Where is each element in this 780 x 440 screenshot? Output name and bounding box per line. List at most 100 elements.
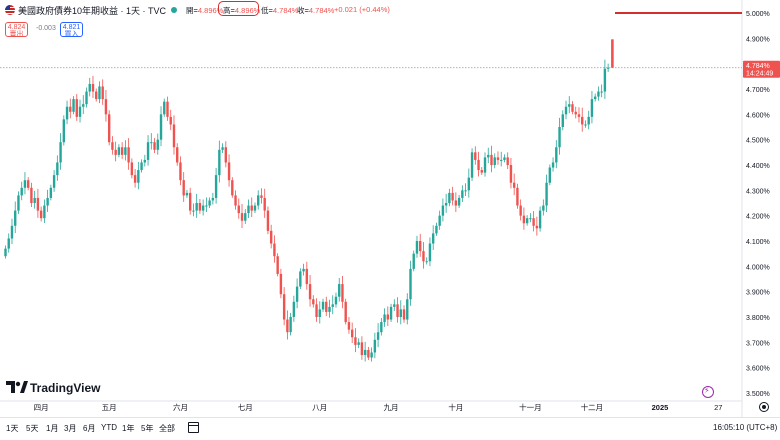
candle-body	[509, 165, 513, 183]
candle-body	[360, 342, 364, 355]
candle-body	[370, 352, 373, 358]
candle-body	[506, 157, 509, 165]
range-1d-button[interactable]: 1天	[6, 424, 19, 433]
range-1y-button[interactable]: 1年	[122, 424, 135, 433]
candle-body	[56, 162, 59, 176]
candle-body	[444, 203, 448, 206]
ohlc-open: 開=4.896%	[186, 6, 224, 15]
candle-body	[163, 101, 166, 115]
candle-body	[88, 83, 91, 92]
candle-body	[593, 96, 597, 100]
sell-button[interactable]: 4.824 賣出	[5, 22, 28, 38]
x-tick-label: 27	[714, 403, 722, 412]
candle-body	[331, 304, 334, 307]
candle-body	[496, 157, 500, 160]
axis-settings-icon[interactable]	[759, 402, 769, 412]
ohlc-low: 低=4.784%	[261, 6, 299, 15]
candle-body	[302, 268, 305, 272]
candle-body	[584, 124, 587, 126]
range-3m-button[interactable]: 3月	[64, 424, 77, 433]
candle-body	[581, 116, 584, 125]
candle-body	[257, 195, 260, 206]
last-price-tag	[743, 60, 780, 78]
y-tick-label: 4.300%	[746, 188, 770, 195]
candle-body	[10, 225, 14, 239]
candle-body	[606, 67, 610, 69]
candle-body	[535, 225, 539, 229]
x-tick-label: 十月	[448, 402, 463, 412]
candle-body	[363, 349, 367, 355]
candle-body	[341, 284, 344, 302]
candle-body	[448, 192, 451, 203]
y-tick-label: 4.900%	[746, 36, 770, 43]
range-1m-button[interactable]: 1月	[46, 424, 59, 433]
candle-body	[422, 251, 425, 262]
candle-body	[26, 180, 30, 188]
candle-body	[85, 91, 88, 105]
candle-body	[490, 154, 493, 165]
candle-body	[529, 218, 532, 220]
candle-body	[522, 215, 526, 224]
candle-body	[234, 195, 237, 206]
candle-body	[350, 329, 354, 338]
candle-body	[500, 159, 503, 161]
candle-body	[117, 147, 121, 155]
candle-body	[23, 180, 27, 188]
candle-body	[577, 114, 581, 117]
candle-body	[127, 147, 130, 163]
x-tick-label: 十二月	[581, 402, 604, 412]
candle-body	[20, 187, 23, 196]
candle-body	[338, 284, 341, 297]
tradingview-logo-icon	[6, 381, 28, 393]
candle-body	[46, 197, 49, 206]
candle-body	[69, 106, 72, 112]
candle-body	[159, 114, 163, 140]
candle-body	[542, 205, 545, 211]
range-5d-button[interactable]: 5天	[26, 424, 39, 433]
candle-body	[179, 162, 182, 181]
candle-body	[454, 200, 458, 206]
candle-body	[438, 215, 441, 226]
candle-body	[396, 304, 399, 317]
candle-body	[224, 147, 228, 163]
y-tick-label: 4.400%	[746, 163, 770, 170]
price-chart[interactable]: 5.000%4.900%4.800%4.700%4.600%4.500%4.40…	[0, 0, 780, 417]
candle-body	[253, 205, 257, 211]
calendar-icon[interactable]	[188, 422, 199, 433]
candle-body	[435, 225, 438, 234]
candle-body	[545, 182, 548, 206]
candle-body	[344, 301, 347, 323]
y-tick-label: 3.500%	[746, 391, 770, 398]
range-ytd-button[interactable]: YTD	[101, 423, 117, 432]
candle-body	[551, 162, 555, 168]
range-5y-button[interactable]: 5年	[141, 424, 154, 433]
range-6m-button[interactable]: 6月	[83, 424, 96, 433]
candle-body	[33, 197, 36, 203]
symbol-title[interactable]: 美國政府債券10年期收益 · 1天 · TVC	[18, 6, 167, 16]
candle-body	[441, 205, 445, 216]
candle-body	[325, 301, 328, 312]
ohlc-change: +0.021 (+0.44%)	[334, 5, 390, 14]
high-value-highlight	[218, 1, 259, 16]
spread-value: -0.003	[36, 25, 56, 32]
candle-body	[237, 205, 240, 214]
tradingview-logo-text: TradingView	[30, 381, 101, 395]
candle-body	[120, 147, 124, 155]
bolt-icon[interactable]	[702, 386, 714, 398]
candle-body	[218, 149, 221, 176]
candle-body	[227, 162, 231, 181]
candle-body	[467, 177, 471, 191]
candle-body	[354, 337, 357, 345]
candle-body	[247, 205, 250, 214]
candle-body	[43, 205, 46, 219]
candle-body	[82, 104, 85, 107]
candle-body	[98, 86, 101, 100]
range-all-button[interactable]: 全部	[159, 424, 175, 433]
candle-body	[140, 162, 143, 171]
y-tick-label: 4.200%	[746, 214, 770, 221]
candle-body	[52, 175, 56, 188]
candle-body	[101, 86, 104, 100]
buy-button[interactable]: 4.821 買入	[60, 22, 83, 38]
candle-body	[571, 104, 574, 112]
candle-body	[597, 91, 600, 97]
